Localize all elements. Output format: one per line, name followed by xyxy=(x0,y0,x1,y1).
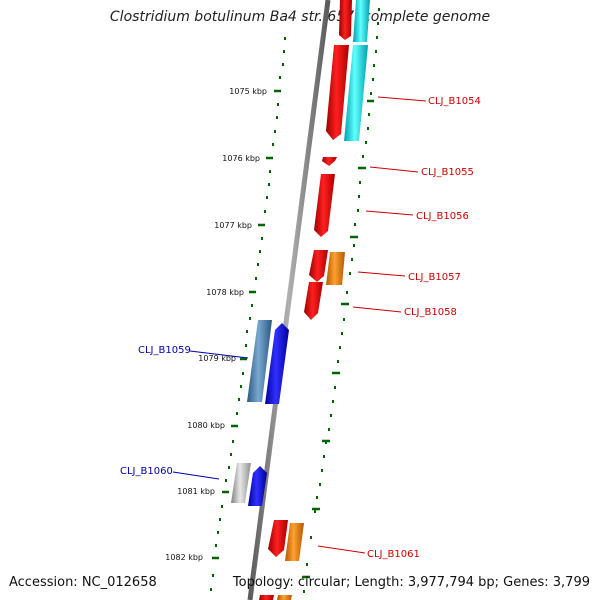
gene-clj-b1055[interactable] xyxy=(322,157,337,166)
leader-clj-b1059 xyxy=(189,350,249,359)
leader-clj-b1061 xyxy=(317,545,366,554)
gene-clj-b1058[interactable] xyxy=(304,282,323,320)
gene-clj-b1056[interactable] xyxy=(314,174,335,237)
genome-backbone xyxy=(247,0,331,600)
label-clj-b1054[interactable]: CLJ_B1054 xyxy=(428,96,481,107)
label-clj-b1058[interactable]: CLJ_B1058 xyxy=(404,307,457,318)
label-clj-b1060[interactable]: CLJ_B1060 xyxy=(120,466,173,477)
gene-cds-cyan-top[interactable] xyxy=(353,0,370,42)
gene-labels: CLJ_B1054 CLJ_B1055 CLJ_B1056 CLJ_B1057 … xyxy=(120,96,481,560)
scale-track-inner xyxy=(210,37,286,591)
scale-label-1077: 1077 kbp xyxy=(214,221,252,230)
gene-clj-b1060[interactable] xyxy=(248,466,267,506)
leader-clj-b1056 xyxy=(365,210,414,216)
scale-label-1080: 1080 kbp xyxy=(187,421,225,430)
leader-clj-b1057 xyxy=(357,271,406,277)
scale-label-1075: 1075 kbp xyxy=(229,87,267,96)
gene-clj-b1057[interactable] xyxy=(309,250,328,282)
gene-clj-b1061[interactable] xyxy=(268,520,288,557)
reverse-strand-genes xyxy=(231,320,289,506)
gene-bottom-orange[interactable] xyxy=(277,595,292,600)
label-clj-b1055[interactable]: CLJ_B1055 xyxy=(421,167,474,178)
scale-track-outer xyxy=(303,8,380,593)
label-clj-b1056[interactable]: CLJ_B1056 xyxy=(416,211,469,222)
gene-clj-b1054[interactable] xyxy=(326,45,349,140)
leader-clj-b1058 xyxy=(352,306,402,313)
label-clj-b1059[interactable]: CLJ_B1059 xyxy=(138,345,191,356)
label-clj-b1057[interactable]: CLJ_B1057 xyxy=(408,272,461,283)
leader-clj-b1055 xyxy=(369,166,419,173)
leader-clj-b1054 xyxy=(377,96,427,102)
topology-summary: Topology: circular; Length: 3,977,794 bp… xyxy=(232,575,590,590)
leader-clj-b1060 xyxy=(172,471,220,480)
leader-lines xyxy=(172,96,427,554)
accession-label: Accession: NC_012658 xyxy=(9,575,157,590)
scale-label-1082: 1082 kbp xyxy=(165,553,203,562)
label-clj-b1061[interactable]: CLJ_B1061 xyxy=(367,549,420,560)
gene-clj-b1054-cyan[interactable] xyxy=(344,45,368,141)
scale-labels: 1075 kbp 1076 kbp 1077 kbp 1078 kbp 1079… xyxy=(165,87,267,562)
gene-clj-b1060-gray[interactable] xyxy=(231,463,251,503)
gene-clj-b1057-rrna[interactable] xyxy=(326,252,345,285)
gene-clj-b1059[interactable] xyxy=(265,323,289,404)
map-title: Clostridium botulinum Ba4 str. 657, comp… xyxy=(109,9,491,25)
gene-bottom-red[interactable] xyxy=(259,595,274,600)
gene-clj-b1059-steel[interactable] xyxy=(247,320,272,402)
forward-strand-genes xyxy=(259,0,370,600)
gene-clj-b1061-rrna[interactable] xyxy=(285,523,304,561)
scale-ticks xyxy=(212,89,374,579)
scale-label-1081: 1081 kbp xyxy=(177,487,215,496)
scale-label-1076: 1076 kbp xyxy=(222,154,260,163)
scale-label-1078: 1078 kbp xyxy=(206,288,244,297)
scale-label-1079: 1079 kbp xyxy=(198,354,236,363)
gene-cds-top-red[interactable] xyxy=(339,0,352,40)
